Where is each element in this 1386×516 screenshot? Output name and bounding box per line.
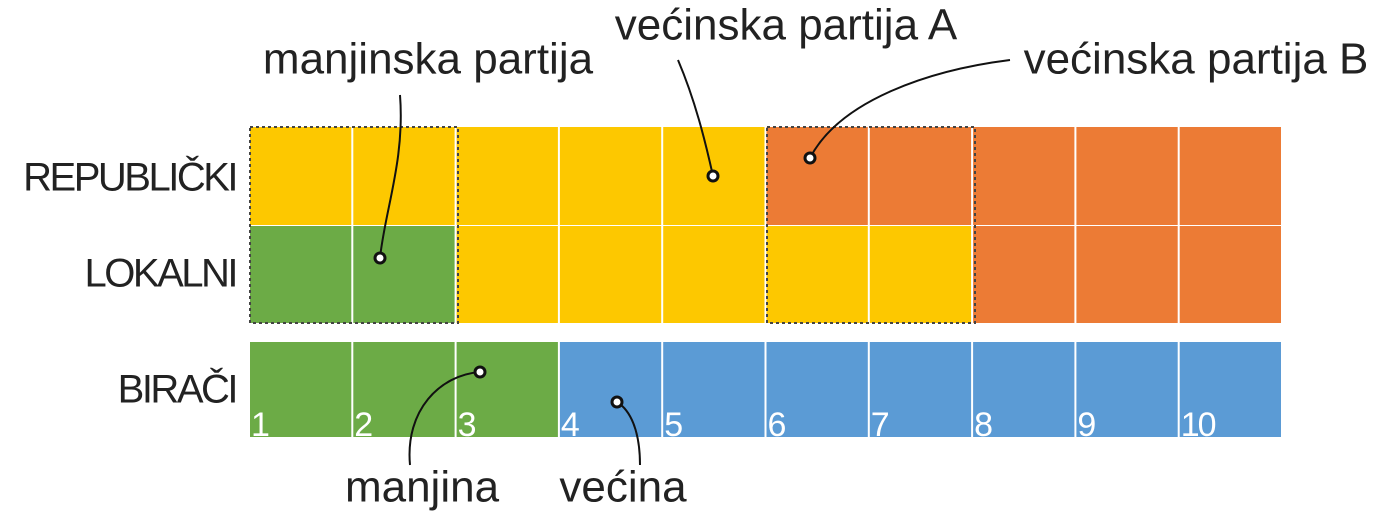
cell (869, 226, 972, 323)
cell (250, 226, 352, 323)
voter-number: 2 (354, 406, 372, 444)
cell (1179, 127, 1281, 225)
callout: većinska partija A (615, 1, 958, 50)
cells (250, 127, 1281, 437)
voter-number: 7 (871, 406, 889, 444)
voter-number: 6 (768, 406, 786, 444)
cell (973, 127, 1075, 225)
voter-number: 8 (974, 406, 992, 444)
cell (456, 127, 558, 225)
district-outline (766, 126, 976, 324)
cell (869, 342, 972, 437)
cell (456, 226, 558, 323)
cell (456, 342, 558, 437)
callout: većinska partija B (1024, 35, 1369, 84)
voter-number: 9 (1077, 406, 1095, 444)
voter-number: 1 (251, 406, 269, 444)
leader-dot (373, 251, 387, 265)
cell (1076, 342, 1178, 437)
leader-line (379, 94, 402, 259)
callout: većina (559, 463, 687, 511)
row-label: LOKALNI (85, 252, 236, 296)
leader-dot (803, 151, 817, 165)
cell (973, 342, 1075, 437)
callout: manjina (345, 463, 500, 511)
row-label: REPUBLIČKI (23, 155, 236, 200)
cell (1076, 127, 1178, 225)
cell (559, 127, 662, 225)
callout: manjinska partija (263, 35, 594, 84)
row-label: BIRAČI (118, 367, 236, 412)
cell (973, 226, 1075, 323)
leader-dot (610, 395, 624, 409)
leader-line (408, 371, 481, 466)
cell (766, 226, 868, 323)
voter-number: 10 (1181, 406, 1216, 444)
cell (559, 342, 662, 437)
cell (353, 226, 455, 323)
cell (869, 127, 972, 225)
leader-dot (706, 169, 720, 183)
district-outline (249, 126, 459, 324)
leader-line (809, 59, 1011, 159)
voter-number: 5 (664, 406, 682, 444)
cell (766, 342, 868, 437)
cell (766, 127, 868, 225)
cell (1076, 226, 1178, 323)
cell (250, 342, 352, 437)
leader-line (677, 59, 714, 177)
cell (1179, 226, 1281, 323)
cell (559, 226, 662, 323)
voter-number: 4 (561, 406, 579, 444)
voter-number: 3 (458, 406, 476, 444)
cell (663, 342, 765, 437)
cell (250, 127, 352, 225)
cell (663, 226, 765, 323)
cell (1179, 342, 1281, 437)
leader-dot (473, 365, 487, 379)
cell (353, 127, 455, 225)
